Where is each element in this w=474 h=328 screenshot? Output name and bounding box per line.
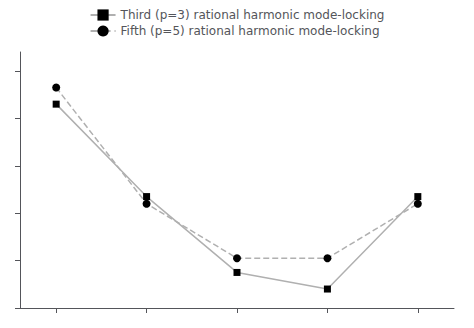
svg-text:Third (p=3) rational harmonic: Third (p=3) rational harmonic mode-locki… — [120, 8, 385, 22]
svg-text:Fifth (p=5) rational harmonic: Fifth (p=5) rational harmonic mode-locki… — [121, 24, 380, 38]
